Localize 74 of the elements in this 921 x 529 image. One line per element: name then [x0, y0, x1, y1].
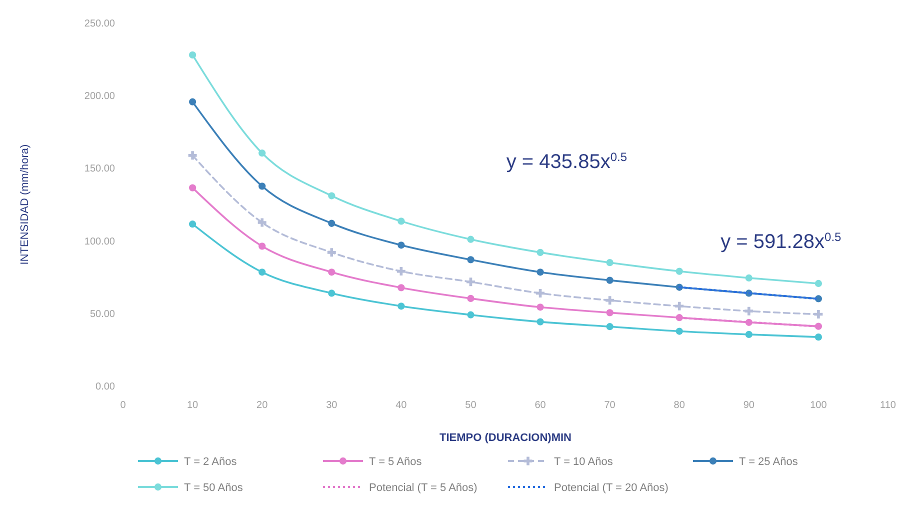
- x-tick-label: 20: [256, 400, 268, 411]
- point: [188, 98, 196, 106]
- point: [467, 256, 474, 264]
- point: [258, 242, 266, 250]
- point: [327, 248, 336, 257]
- point: [536, 248, 544, 256]
- point: [396, 267, 406, 276]
- x-tick-label: 10: [186, 400, 199, 411]
- point: [258, 268, 266, 276]
- point: [398, 242, 405, 249]
- point: [606, 276, 614, 284]
- x-tick-label: 100: [810, 400, 828, 411]
- x-tick-label: 80: [674, 400, 686, 411]
- y-tick-label: 250.00: [84, 18, 116, 30]
- x-tick-label: 60: [534, 400, 546, 411]
- point: [744, 306, 754, 316]
- x-tick-label: 90: [743, 400, 755, 411]
- annotation: y = 591.28x$^{0.5}$: [720, 230, 842, 254]
- y-tick-label: 100.00: [84, 236, 116, 248]
- point: [536, 304, 544, 311]
- x-tick-label: 110: [880, 400, 896, 411]
- point: [188, 220, 196, 228]
- x-tick-label: 40: [396, 400, 408, 411]
- point: [814, 310, 823, 319]
- y-axis-title: INTENSIDAD (mm/hora): [19, 144, 31, 265]
- point: [328, 268, 336, 276]
- y-tick-label: 0.00: [96, 382, 116, 392]
- point: [188, 151, 197, 160]
- legend-label: T = 2 Años: [184, 456, 238, 468]
- point: [188, 51, 196, 59]
- x-tick-label: 0: [120, 400, 126, 411]
- point: [258, 150, 266, 157]
- point: [258, 182, 266, 190]
- x-axis-title: TIEMPO (DURACION)MIN: [440, 432, 572, 444]
- point: [814, 334, 822, 341]
- legend-label: T = 25 Años: [739, 456, 798, 468]
- point: [745, 274, 752, 282]
- point: [745, 330, 752, 338]
- point: [675, 302, 684, 310]
- point: [606, 296, 614, 305]
- y-tick-label: 50.00: [90, 308, 116, 320]
- legend-label: Potencial (T = 5 Años): [369, 482, 478, 494]
- point: [536, 288, 545, 298]
- point: [814, 295, 822, 302]
- point: [328, 192, 336, 200]
- x-tick-label: 30: [326, 400, 338, 411]
- point: [398, 218, 405, 225]
- point: [606, 323, 614, 330]
- point: [606, 259, 614, 266]
- point: [398, 302, 405, 310]
- legend-label: T = 5 Años: [369, 456, 422, 468]
- y-tick-label: 150.00: [84, 164, 116, 175]
- point: [398, 284, 405, 292]
- point: [188, 184, 196, 192]
- annotation: y = 435.85x$^{0.5}$: [506, 150, 628, 174]
- legend-label: T = 50 Años: [184, 482, 244, 494]
- point: [676, 268, 683, 275]
- point: [467, 236, 474, 243]
- legend-label: Potencial (T = 20 Años): [554, 482, 668, 494]
- point: [328, 220, 336, 227]
- point: [467, 294, 474, 302]
- point: [606, 309, 614, 316]
- point: [536, 268, 544, 276]
- y-tick-label: 200.00: [84, 91, 116, 102]
- point: [467, 311, 474, 318]
- point: [814, 280, 822, 288]
- point: [328, 290, 336, 297]
- legend-label: T = 10 Años: [554, 456, 614, 468]
- point: [258, 218, 266, 227]
- point: [466, 278, 475, 286]
- x-tick-label: 50: [465, 400, 477, 411]
- x-tick-label: 70: [604, 400, 616, 411]
- point: [676, 328, 683, 335]
- point: [536, 318, 544, 326]
